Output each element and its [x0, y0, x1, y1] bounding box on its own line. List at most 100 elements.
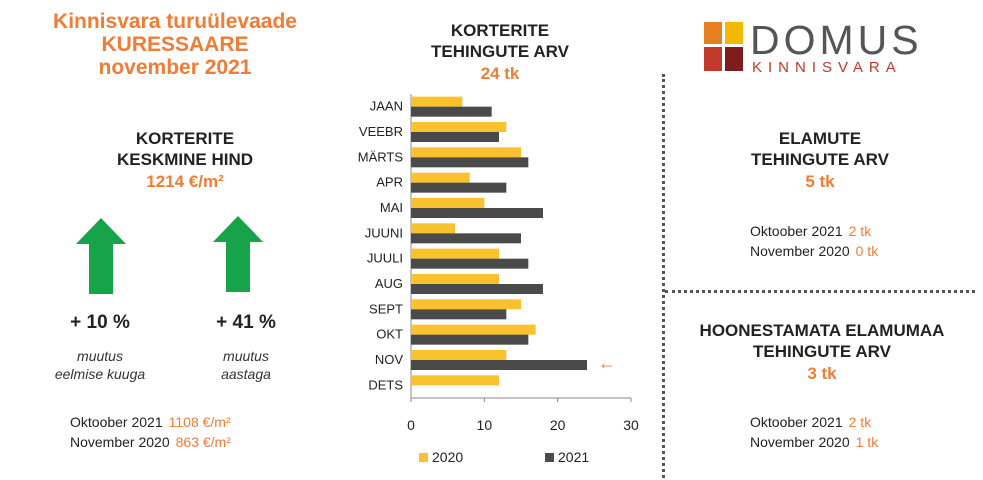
bar-2020: [411, 147, 521, 158]
up-arrow-icon: [213, 216, 263, 292]
up-arrow-icon: [76, 218, 126, 294]
compare-label: November 2020: [750, 434, 850, 450]
category-label: JUUNI: [365, 225, 403, 240]
compare-value: 2 tk: [848, 414, 872, 430]
month-change-note-line1: muutus: [77, 348, 123, 364]
category-label: JAAN: [370, 99, 403, 114]
apartment-deals-value: 24 tk: [480, 64, 520, 83]
report-title-line2: KURESSAARE: [101, 33, 249, 56]
bar-2020: [411, 324, 536, 335]
apartment-deals-header: KORTERITE TEHINGUTE ARV 24 tk: [400, 20, 600, 84]
bar-2020: [411, 172, 470, 183]
x-tick-label: 20: [550, 417, 566, 433]
compare-row: Oktoober 2021 2 tk: [750, 412, 878, 432]
bar-2021: [411, 360, 587, 370]
bar-2021: [411, 208, 543, 218]
year-change: + 41 % muutus aastaga: [186, 312, 306, 383]
year-change-note-line2: aastaga: [221, 366, 271, 382]
left-arrow-icon: ←: [598, 353, 616, 373]
category-label: NOV: [375, 352, 404, 367]
land-deals-section: HOONESTAMATA ELAMUMAA TEHINGUTE ARV 3 tk: [672, 320, 972, 384]
bar-2021: [411, 157, 529, 168]
house-deals-value: 5 tk: [805, 172, 835, 191]
compare-row: Oktoober 2021 1108 €/m²: [70, 412, 231, 432]
avg-price-title-line2: KESKMINE HIND: [116, 150, 253, 169]
year-change-note-line1: muutus: [223, 348, 269, 364]
compare-label: November 2020: [750, 243, 850, 259]
house-deals-title-line1: ELAMUTE: [778, 129, 862, 148]
bar-2020: [411, 350, 507, 360]
bar-2021: [411, 334, 529, 345]
compare-value: 0 tk: [855, 243, 879, 259]
report-title-line1: Kinnisvara turuülevaade: [53, 10, 297, 33]
house-deals-section: ELAMUTE TEHINGUTE ARV 5 tk: [690, 128, 950, 192]
house-deals-compare: Oktoober 2021 2 tk November 2020 0 tk: [750, 221, 878, 261]
category-label: SEPT: [369, 301, 403, 316]
bar-2020: [411, 122, 507, 132]
compare-value: 1 tk: [855, 434, 879, 450]
horizontal-divider: [665, 290, 975, 293]
category-label: MAI: [380, 200, 403, 215]
report-title: Kinnisvara turuülevaade KURESSAARE novem…: [0, 10, 350, 79]
bar-2020: [411, 248, 499, 259]
bar-2021: [411, 182, 507, 193]
report-title-line3: november 2021: [98, 56, 252, 79]
logo-mark-icon: [704, 22, 743, 71]
legend-swatch: [419, 453, 428, 462]
land-deals-title-line1: HOONESTAMATA ELAMUMAA: [699, 321, 945, 340]
avg-price-title-line1: KORTERITE: [135, 129, 235, 148]
compare-value: 2 tk: [848, 223, 872, 239]
house-deals-title-line2: TEHINGUTE ARV: [751, 150, 889, 169]
month-change-pct: + 10 %: [70, 312, 130, 333]
legend-swatch: [545, 453, 554, 462]
vertical-divider: [662, 74, 665, 478]
bar-2020: [411, 375, 499, 386]
compare-value: 863 €/m²: [175, 434, 231, 450]
month-change-note-line2: eelmise kuuga: [54, 366, 146, 382]
compare-label: Oktoober 2021: [70, 414, 163, 430]
x-tick-label: 30: [623, 417, 639, 433]
compare-row: Oktoober 2021 2 tk: [750, 221, 878, 241]
category-label: APR: [376, 175, 403, 190]
bar-2021: [411, 284, 543, 294]
avg-price-compare: Oktoober 2021 1108 €/m² November 2020 863 …: [70, 412, 231, 452]
category-label: DETS: [368, 377, 403, 392]
compare-label: Oktoober 2021: [750, 223, 843, 239]
apartment-deals-title-line2: TEHINGUTE ARV: [431, 42, 569, 61]
legend-label: 2020: [432, 449, 463, 465]
bar-2020: [411, 223, 455, 234]
compare-label: Oktoober 2021: [750, 414, 843, 430]
x-tick-label: 0: [407, 417, 415, 433]
apartment-deals-title-line1: KORTERITE: [450, 21, 550, 40]
land-deals-compare: Oktoober 2021 2 tk November 2020 1 tk: [750, 412, 878, 452]
compare-row: November 2020 0 tk: [750, 241, 878, 261]
bar-2021: [411, 258, 529, 269]
category-label: JUULI: [367, 251, 403, 266]
legend-label: 2021: [558, 449, 589, 465]
category-label: MÄRTS: [358, 149, 404, 164]
year-change-pct: + 41 %: [216, 312, 276, 333]
compare-label: November 2020: [70, 434, 170, 450]
logo-name: DOMUS: [750, 17, 923, 63]
x-tick-label: 10: [477, 417, 493, 433]
bar-2020: [411, 198, 485, 208]
compare-row: November 2020 863 €/m²: [70, 432, 231, 452]
avg-price-section: KORTERITE KESKMINE HIND 1214 €/m²: [60, 128, 310, 192]
bar-2020: [411, 299, 521, 310]
compare-row: November 2020 1 tk: [750, 432, 878, 452]
logo-subtitle: KINNISVARA: [752, 59, 902, 76]
bar-2021: [411, 233, 521, 244]
bar-2020: [411, 96, 463, 107]
land-deals-value: 3 tk: [807, 364, 837, 383]
category-label: AUG: [375, 276, 403, 291]
bar-2021: [411, 106, 492, 117]
category-label: VEEBR: [359, 124, 403, 139]
category-label: OKT: [376, 327, 403, 342]
land-deals-title-line2: TEHINGUTE ARV: [753, 342, 891, 361]
bar-2020: [411, 274, 499, 284]
compare-value: 1108 €/m²: [168, 414, 231, 430]
avg-price-value: 1214 €/m²: [146, 172, 224, 191]
bar-2021: [411, 309, 507, 320]
domus-logo: DOMUS KINNISVARA: [692, 10, 978, 80]
